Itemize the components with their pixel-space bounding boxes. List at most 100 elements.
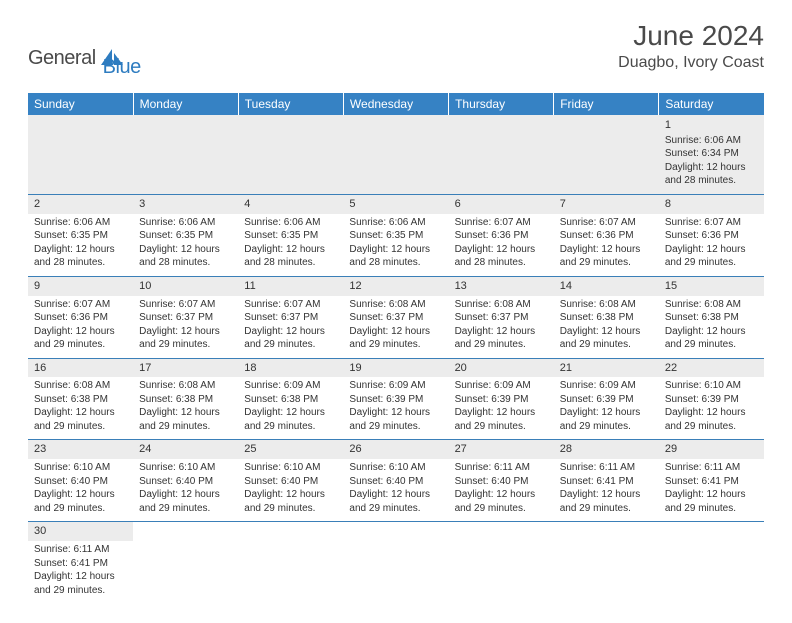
day-daylight1: Daylight: 12 hours xyxy=(244,243,337,257)
day-sunrise: Sunrise: 6:10 AM xyxy=(244,461,337,475)
calendar-day-cell: 29Sunrise: 6:11 AMSunset: 6:41 PMDayligh… xyxy=(659,440,764,522)
calendar-day-cell: 13Sunrise: 6:08 AMSunset: 6:37 PMDayligh… xyxy=(449,276,554,358)
day-number: 13 xyxy=(449,277,554,296)
day-daylight2: and 29 minutes. xyxy=(665,338,758,352)
calendar-day-cell xyxy=(238,522,343,603)
day-daylight1: Daylight: 12 hours xyxy=(34,325,127,339)
day-sunset: Sunset: 6:37 PM xyxy=(455,311,548,325)
day-daylight1: Daylight: 12 hours xyxy=(34,488,127,502)
day-daylight2: and 29 minutes. xyxy=(665,420,758,434)
day-daylight1: Daylight: 12 hours xyxy=(139,243,232,257)
day-daylight2: and 29 minutes. xyxy=(34,338,127,352)
day-sunset: Sunset: 6:39 PM xyxy=(455,393,548,407)
day-sunrise: Sunrise: 6:10 AM xyxy=(349,461,442,475)
day-daylight1: Daylight: 12 hours xyxy=(34,570,127,584)
day-daylight1: Daylight: 12 hours xyxy=(34,406,127,420)
day-sunset: Sunset: 6:39 PM xyxy=(665,393,758,407)
calendar-day-cell: 22Sunrise: 6:10 AMSunset: 6:39 PMDayligh… xyxy=(659,358,764,440)
day-sunset: Sunset: 6:40 PM xyxy=(244,475,337,489)
day-sunrise: Sunrise: 6:10 AM xyxy=(34,461,127,475)
calendar-day-cell xyxy=(449,115,554,194)
day-daylight2: and 29 minutes. xyxy=(34,502,127,516)
day-sunset: Sunset: 6:38 PM xyxy=(665,311,758,325)
day-sunset: Sunset: 6:38 PM xyxy=(244,393,337,407)
calendar-day-cell: 16Sunrise: 6:08 AMSunset: 6:38 PMDayligh… xyxy=(28,358,133,440)
day-daylight2: and 29 minutes. xyxy=(244,338,337,352)
day-sunrise: Sunrise: 6:08 AM xyxy=(34,379,127,393)
day-number: 16 xyxy=(28,359,133,378)
day-sunrise: Sunrise: 6:11 AM xyxy=(455,461,548,475)
brand-logo: General Blue xyxy=(28,38,141,79)
day-daylight2: and 29 minutes. xyxy=(244,502,337,516)
weekday-header: Sunday xyxy=(28,93,133,115)
day-daylight2: and 29 minutes. xyxy=(560,256,653,270)
day-sunrise: Sunrise: 6:11 AM xyxy=(34,543,127,557)
day-daylight2: and 29 minutes. xyxy=(455,420,548,434)
calendar-day-cell: 10Sunrise: 6:07 AMSunset: 6:37 PMDayligh… xyxy=(133,276,238,358)
day-number: 8 xyxy=(659,195,764,214)
calendar-day-cell xyxy=(659,522,764,603)
day-number: 28 xyxy=(554,440,659,459)
day-sunrise: Sunrise: 6:08 AM xyxy=(665,298,758,312)
day-daylight1: Daylight: 12 hours xyxy=(455,243,548,257)
day-sunset: Sunset: 6:40 PM xyxy=(139,475,232,489)
day-daylight2: and 29 minutes. xyxy=(665,256,758,270)
day-daylight1: Daylight: 12 hours xyxy=(560,325,653,339)
day-sunrise: Sunrise: 6:09 AM xyxy=(455,379,548,393)
calendar-day-cell xyxy=(554,115,659,194)
day-sunset: Sunset: 6:37 PM xyxy=(349,311,442,325)
calendar-day-cell: 9Sunrise: 6:07 AMSunset: 6:36 PMDaylight… xyxy=(28,276,133,358)
day-sunrise: Sunrise: 6:09 AM xyxy=(349,379,442,393)
day-sunset: Sunset: 6:40 PM xyxy=(349,475,442,489)
day-daylight2: and 28 minutes. xyxy=(349,256,442,270)
day-number: 12 xyxy=(343,277,448,296)
day-daylight2: and 29 minutes. xyxy=(560,338,653,352)
day-number: 15 xyxy=(659,277,764,296)
weekday-header: Saturday xyxy=(659,93,764,115)
calendar-week-row: 1Sunrise: 6:06 AMSunset: 6:34 PMDaylight… xyxy=(28,115,764,194)
day-sunrise: Sunrise: 6:08 AM xyxy=(349,298,442,312)
day-daylight2: and 29 minutes. xyxy=(244,420,337,434)
day-number: 2 xyxy=(28,195,133,214)
day-daylight2: and 29 minutes. xyxy=(349,420,442,434)
day-number: 30 xyxy=(28,522,133,541)
day-number: 19 xyxy=(343,359,448,378)
day-sunrise: Sunrise: 6:07 AM xyxy=(455,216,548,230)
month-title: June 2024 xyxy=(618,20,764,52)
title-block: June 2024 Duagbo, Ivory Coast xyxy=(618,20,764,72)
day-sunset: Sunset: 6:36 PM xyxy=(560,229,653,243)
day-sunrise: Sunrise: 6:08 AM xyxy=(455,298,548,312)
day-daylight1: Daylight: 12 hours xyxy=(665,488,758,502)
day-number: 29 xyxy=(659,440,764,459)
day-sunrise: Sunrise: 6:08 AM xyxy=(139,379,232,393)
header: General Blue June 2024 Duagbo, Ivory Coa… xyxy=(28,20,764,79)
day-sunrise: Sunrise: 6:10 AM xyxy=(665,379,758,393)
calendar-day-cell: 18Sunrise: 6:09 AMSunset: 6:38 PMDayligh… xyxy=(238,358,343,440)
calendar-day-cell: 25Sunrise: 6:10 AMSunset: 6:40 PMDayligh… xyxy=(238,440,343,522)
day-sunrise: Sunrise: 6:07 AM xyxy=(34,298,127,312)
day-sunset: Sunset: 6:35 PM xyxy=(349,229,442,243)
day-sunset: Sunset: 6:38 PM xyxy=(139,393,232,407)
calendar-day-cell: 19Sunrise: 6:09 AMSunset: 6:39 PMDayligh… xyxy=(343,358,448,440)
day-sunset: Sunset: 6:38 PM xyxy=(34,393,127,407)
day-daylight1: Daylight: 12 hours xyxy=(244,406,337,420)
day-daylight1: Daylight: 12 hours xyxy=(244,325,337,339)
calendar-day-cell: 7Sunrise: 6:07 AMSunset: 6:36 PMDaylight… xyxy=(554,194,659,276)
calendar-day-cell xyxy=(343,115,448,194)
day-daylight1: Daylight: 12 hours xyxy=(34,243,127,257)
day-sunset: Sunset: 6:40 PM xyxy=(34,475,127,489)
day-daylight1: Daylight: 12 hours xyxy=(665,406,758,420)
day-number: 25 xyxy=(238,440,343,459)
weekday-header-row: SundayMondayTuesdayWednesdayThursdayFrid… xyxy=(28,93,764,115)
day-daylight1: Daylight: 12 hours xyxy=(455,406,548,420)
day-sunrise: Sunrise: 6:09 AM xyxy=(244,379,337,393)
day-number: 27 xyxy=(449,440,554,459)
day-sunrise: Sunrise: 6:11 AM xyxy=(560,461,653,475)
day-daylight2: and 29 minutes. xyxy=(139,338,232,352)
day-daylight1: Daylight: 12 hours xyxy=(349,325,442,339)
calendar-week-row: 2Sunrise: 6:06 AMSunset: 6:35 PMDaylight… xyxy=(28,194,764,276)
page-container: General Blue June 2024 Duagbo, Ivory Coa… xyxy=(0,0,792,623)
day-number: 22 xyxy=(659,359,764,378)
day-number: 20 xyxy=(449,359,554,378)
calendar-day-cell: 1Sunrise: 6:06 AMSunset: 6:34 PMDaylight… xyxy=(659,115,764,194)
